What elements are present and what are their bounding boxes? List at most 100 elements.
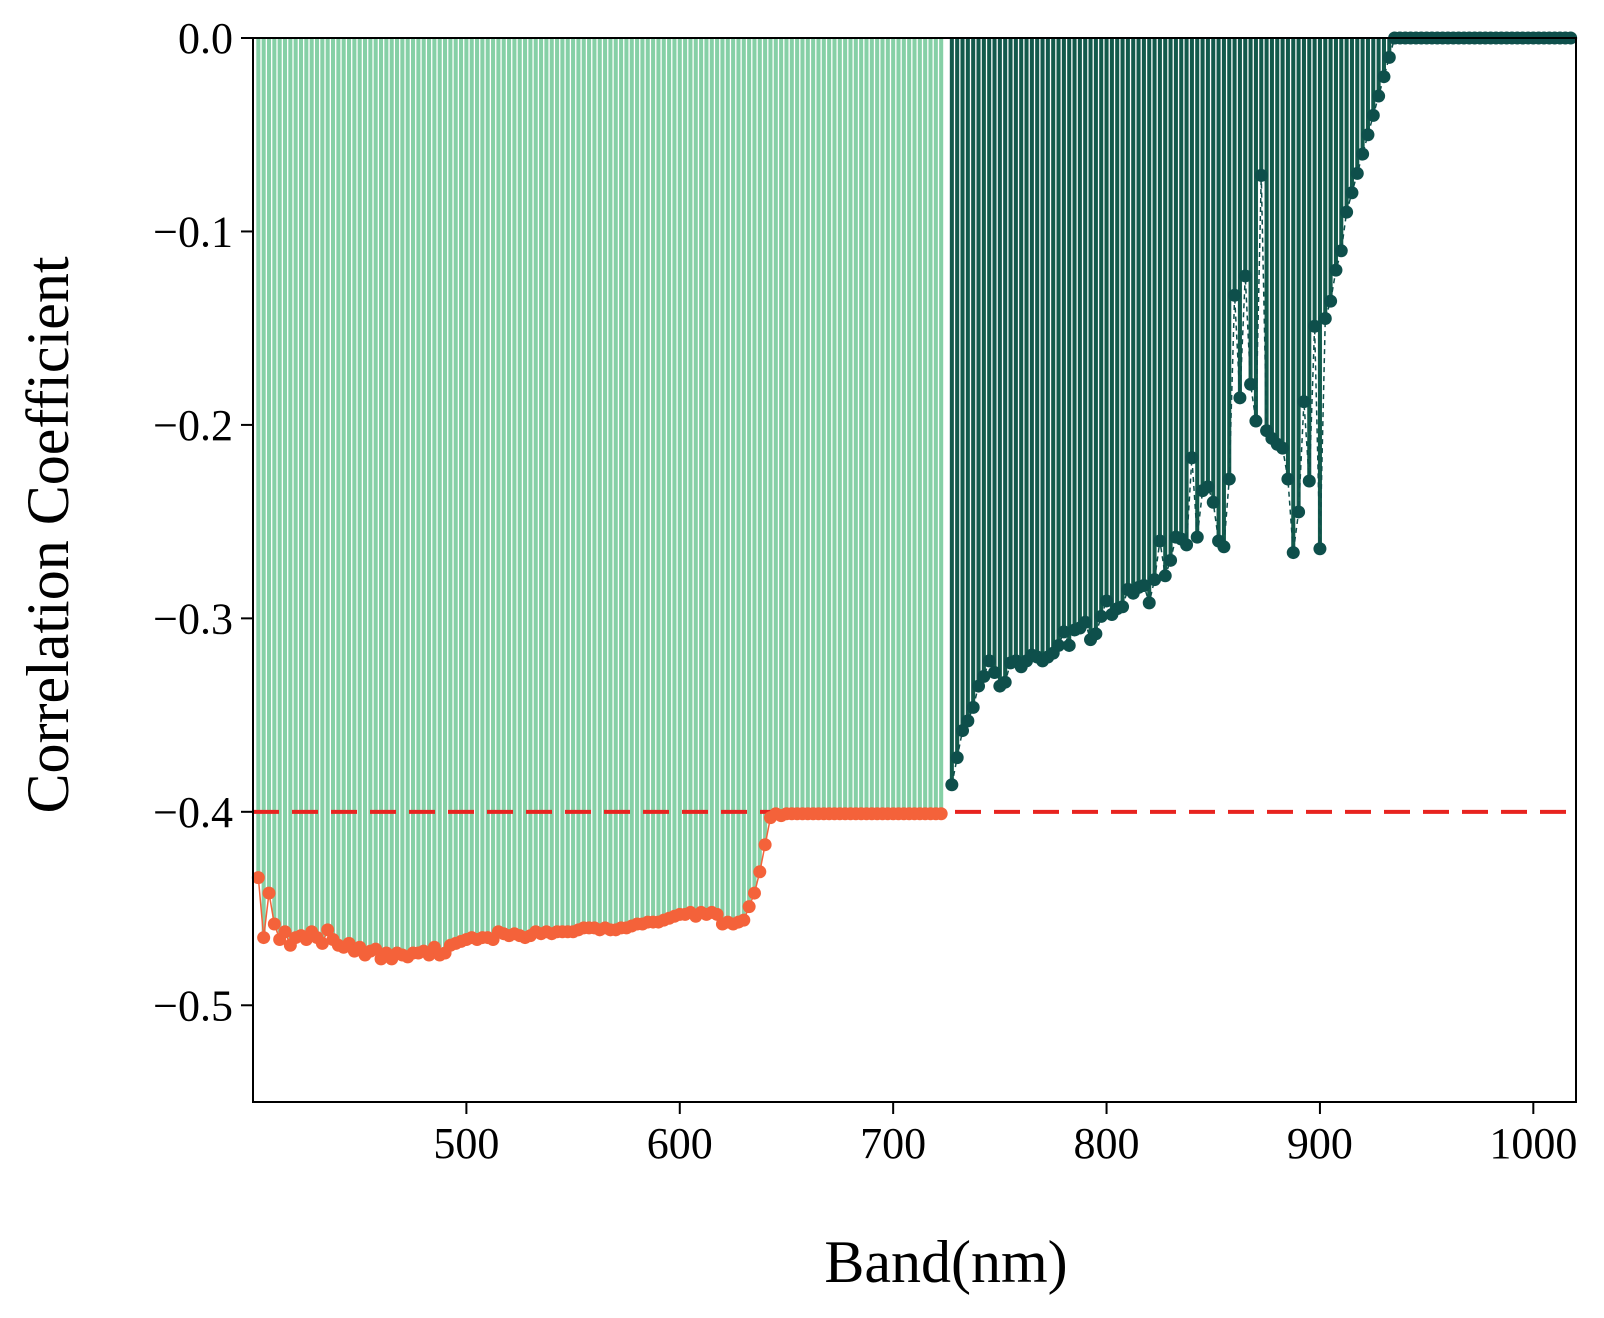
bar-selected	[528, 38, 533, 936]
bar-selected	[619, 38, 624, 928]
y-tick-label: −0.3	[153, 594, 233, 643]
bar-other	[1104, 38, 1109, 601]
x-tick-label: 600	[647, 1119, 713, 1168]
points-layer	[251, 31, 1578, 966]
bar-other	[1248, 38, 1253, 385]
bar-selected	[747, 38, 752, 907]
bar-other	[1285, 38, 1290, 480]
point-other	[972, 679, 986, 693]
bar-selected	[480, 38, 485, 938]
y-tick-label: −0.1	[153, 207, 233, 256]
bar-other	[1024, 38, 1029, 661]
bar-selected	[512, 38, 517, 934]
bar-selected	[576, 38, 581, 930]
point-selected	[257, 931, 271, 945]
x-tick-label: 900	[1287, 1119, 1353, 1168]
bar-selected	[661, 38, 666, 921]
point-other	[1318, 312, 1332, 326]
bar-other	[1211, 38, 1216, 503]
point-selected	[267, 917, 281, 931]
bar-other	[1147, 38, 1152, 603]
bar-selected	[603, 38, 608, 928]
bar-selected	[613, 38, 618, 930]
bar-selected	[699, 38, 704, 913]
bar-selected	[405, 38, 410, 957]
point-selected	[369, 942, 383, 956]
bar-selected	[709, 38, 714, 913]
bar-selected	[555, 38, 560, 932]
bar-selected	[752, 38, 757, 894]
bar-selected	[272, 38, 277, 925]
bar-other	[1323, 38, 1328, 319]
bar-selected	[539, 38, 544, 934]
bar-selected	[901, 38, 906, 814]
bar-selected	[725, 38, 730, 923]
bar-selected	[464, 38, 469, 940]
bar-selected	[363, 38, 368, 955]
bar-other	[971, 38, 976, 708]
bar-selected	[720, 38, 725, 925]
point-other	[988, 666, 1002, 680]
bar-selected	[571, 38, 576, 932]
bar-selected	[635, 38, 640, 925]
point-other	[1281, 472, 1295, 486]
bar-other	[1376, 38, 1381, 97]
point-other	[1142, 596, 1156, 610]
bar-selected	[859, 38, 864, 814]
point-other	[1185, 451, 1199, 465]
bar-selected	[875, 38, 880, 814]
bar-other	[1349, 38, 1354, 193]
point-other	[998, 675, 1012, 689]
bar-selected	[261, 38, 266, 938]
point-selected	[747, 886, 761, 900]
bar-selected	[517, 38, 522, 936]
y-tick-label: −0.4	[153, 788, 233, 837]
bar-other	[1216, 38, 1221, 541]
bar-selected	[437, 38, 442, 955]
point-other	[1094, 609, 1108, 623]
bar-selected	[853, 38, 858, 814]
bar-other	[1125, 38, 1130, 590]
bar-other	[1371, 38, 1376, 116]
bar-selected	[832, 38, 837, 814]
bar-selected	[395, 38, 400, 954]
bar-other	[1157, 38, 1162, 541]
bar-selected	[917, 38, 922, 814]
point-other	[1249, 414, 1263, 428]
bar-selected	[885, 38, 890, 814]
bar-other	[1168, 38, 1173, 561]
bar-selected	[912, 38, 917, 814]
bar-selected	[608, 38, 613, 930]
bar-selected	[640, 38, 645, 925]
point-other	[1190, 530, 1204, 544]
bar-other	[1013, 38, 1018, 661]
bar-selected	[421, 38, 426, 952]
bar-selected	[923, 38, 928, 814]
bar-other	[1152, 38, 1157, 580]
bar-other	[1072, 38, 1077, 630]
point-selected	[710, 907, 724, 921]
point-other	[1366, 108, 1380, 122]
bar-selected	[501, 38, 506, 934]
bar-selected	[843, 38, 848, 814]
point-selected	[262, 886, 276, 900]
bar-other	[1355, 38, 1360, 174]
point-other	[1153, 534, 1167, 548]
bar-selected	[891, 38, 896, 814]
bar-selected	[346, 38, 352, 944]
bar-other	[1253, 38, 1258, 422]
bar-other	[987, 38, 992, 661]
point-selected	[251, 871, 265, 885]
bar-selected	[379, 38, 384, 959]
bar-other	[1067, 38, 1072, 646]
point-other	[945, 778, 959, 792]
bar-other	[1029, 38, 1034, 656]
point-selected	[278, 925, 292, 939]
bar-other	[1339, 38, 1344, 251]
point-selected	[753, 865, 767, 879]
bar-selected	[624, 38, 629, 928]
bar-other	[1109, 38, 1114, 615]
bar-selected	[741, 38, 746, 921]
point-selected	[742, 900, 756, 914]
